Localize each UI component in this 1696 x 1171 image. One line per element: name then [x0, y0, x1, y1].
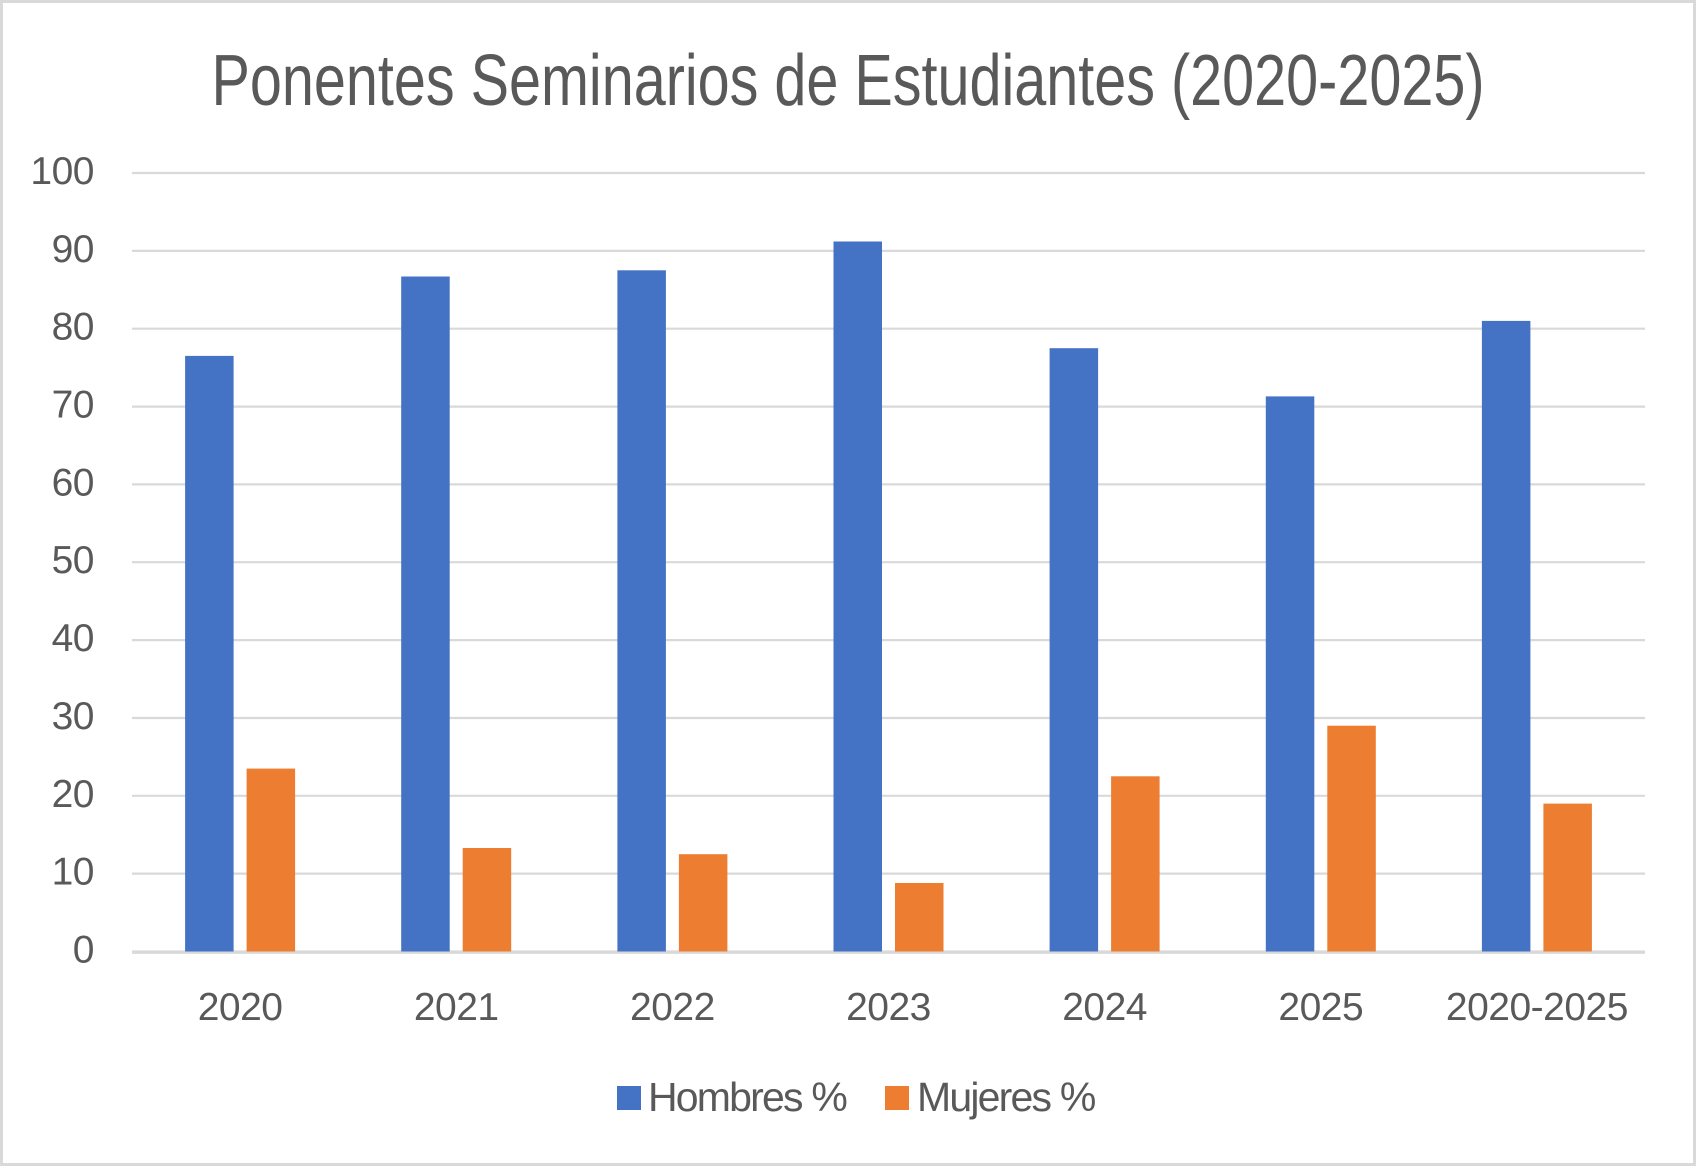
svg-text:0: 0 [73, 929, 94, 972]
svg-text:100: 100 [30, 150, 94, 193]
svg-text:2025: 2025 [1278, 986, 1363, 1029]
svg-text:40: 40 [52, 617, 94, 660]
svg-text:10: 10 [52, 851, 94, 894]
svg-text:2021: 2021 [414, 986, 499, 1029]
svg-text:Hombres %: Hombres % [648, 1074, 846, 1120]
svg-text:90: 90 [52, 228, 94, 271]
svg-text:2020-2025: 2020-2025 [1446, 986, 1628, 1029]
svg-text:2022: 2022 [630, 986, 715, 1029]
svg-text:70: 70 [52, 384, 94, 427]
svg-text:2023: 2023 [846, 986, 931, 1029]
svg-text:60: 60 [52, 461, 94, 504]
svg-text:2024: 2024 [1062, 986, 1147, 1029]
svg-text:2020: 2020 [198, 986, 283, 1029]
svg-text:50: 50 [52, 539, 94, 582]
svg-text:80: 80 [52, 306, 94, 349]
svg-text:20: 20 [52, 773, 94, 816]
svg-text:Mujeres %: Mujeres % [917, 1074, 1095, 1120]
svg-text:Ponentes Seminarios de Estudia: Ponentes Seminarios de Estudiantes (2020… [212, 41, 1485, 121]
svg-text:30: 30 [52, 695, 94, 738]
